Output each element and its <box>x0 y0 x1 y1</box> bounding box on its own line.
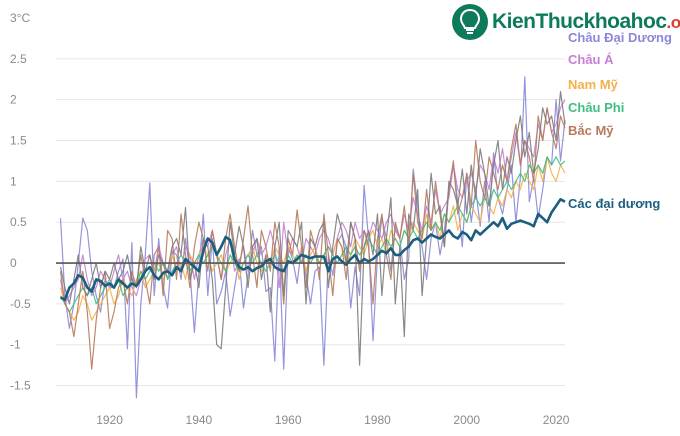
legend-label: Châu Đại Dương <box>568 30 672 45</box>
x-tick-label: 1920 <box>96 413 123 427</box>
y-tick-label: 1.5 <box>10 134 27 148</box>
series-line-2 <box>59 156 566 321</box>
y-tick-label: 2.5 <box>10 52 27 66</box>
site-logo: KienThuckhoahoc.org <box>452 2 680 42</box>
legend-label: Châu Á <box>568 52 614 67</box>
legend-label: Nam Mỹ <box>568 77 619 92</box>
y-tick-label: 1 <box>10 174 17 188</box>
y-unit-label: 3°C <box>10 11 30 25</box>
y-tick-label: -0.5 <box>10 297 31 311</box>
x-tick-label: 1940 <box>186 413 213 427</box>
y-tick-label: 0 <box>10 256 17 270</box>
x-tick-label: 2020 <box>543 413 570 427</box>
series-line-4 <box>59 107 566 370</box>
x-tick-label: 1980 <box>364 413 391 427</box>
x-axis-ticks: 1920 1940 1960 1980 2000 2020 <box>96 413 570 427</box>
series-line-5 <box>59 90 566 366</box>
logo-wordmark: KienThuckhoahoc.org <box>492 10 680 33</box>
lightbulb-icon <box>452 4 488 40</box>
x-tick-label: 1960 <box>275 413 302 427</box>
y-tick-label: 0.5 <box>10 215 27 229</box>
y-tick-label: 2 <box>10 93 17 107</box>
legend-label: Các đại dương <box>568 196 660 211</box>
y-axis-ticks: -1.5 -1 -0.5 0 0.5 1 1.5 2 2.5 3°C <box>10 11 31 393</box>
y-tick-label: -1 <box>10 338 21 352</box>
x-tick-label: 2000 <box>453 413 480 427</box>
series-lines <box>56 76 566 399</box>
y-tick-label: -1.5 <box>10 379 31 393</box>
legend-label: Châu Phi <box>568 100 624 115</box>
legend: Châu Đại Dương Châu Á Nam Mỹ Châu Phi Bắc Mỹ… <box>568 30 672 211</box>
series-line-6 <box>59 198 566 302</box>
legend-label: Bắc Mỹ <box>568 123 614 138</box>
